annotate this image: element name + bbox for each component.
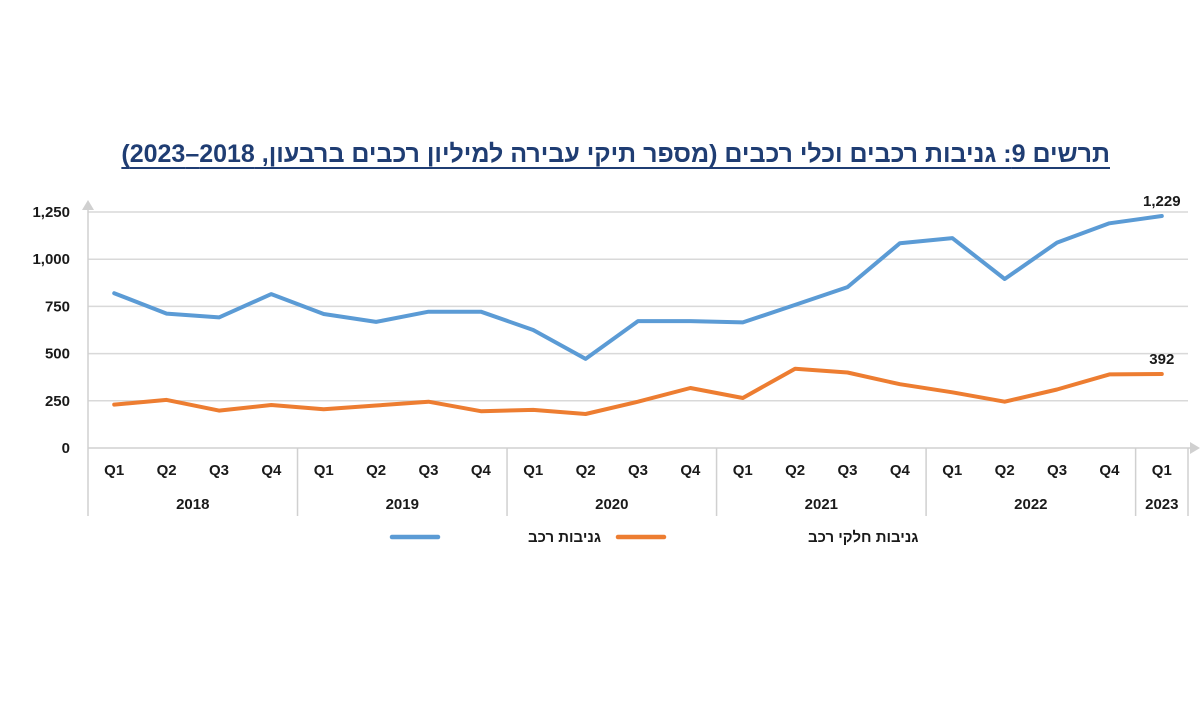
- axes: 0 250 500 750 1,000 1,250 Q1 Q2 Q3 Q4 Q1 Q2 Q3 Q4 Q1 Q2…: [32, 200, 1200, 516]
- x-tick-label: Q3: [209, 462, 229, 479]
- y-tick-label: 0: [62, 440, 70, 457]
- x-tick-label: Q1: [314, 462, 334, 479]
- x-tick-label: Q2: [785, 462, 805, 479]
- data-label: 1,229: [1143, 193, 1181, 210]
- legend-label: גניבות חלקי רכב: [808, 529, 918, 546]
- data-labels: 1,229 392: [1143, 193, 1181, 368]
- x-tick-label: Q3: [418, 462, 438, 479]
- x-tick-label: Q4: [890, 462, 911, 479]
- x-tick-label: Q4: [680, 462, 701, 479]
- x-group-label: 2023: [1145, 496, 1178, 513]
- x-group-label: 2018: [176, 496, 209, 513]
- y-tick-label: 500: [45, 346, 70, 363]
- series-lines: [112, 214, 1164, 416]
- y-tick-label: 1,000: [32, 251, 70, 268]
- x-tick-label: Q1: [104, 462, 124, 479]
- series-line: [112, 366, 1164, 416]
- x-tick-label: Q1: [942, 462, 962, 479]
- x-group-label: 2019: [386, 496, 419, 513]
- x-tick-label: Q2: [366, 462, 386, 479]
- x-tick-label: Q3: [628, 462, 648, 479]
- grid-lines: [88, 211, 1188, 402]
- x-tick-label: Q1: [523, 462, 543, 479]
- x-tick-label: Q4: [1099, 462, 1120, 479]
- y-tick-label: 250: [45, 393, 70, 410]
- x-group-label: 2022: [1014, 496, 1047, 513]
- x-group-label: 2021: [805, 496, 838, 513]
- x-tick-label: Q3: [838, 462, 858, 479]
- legend-label: גניבות רכב: [528, 529, 601, 546]
- x-axis-arrow-icon: [1190, 442, 1200, 454]
- x-tick-label: Q1: [733, 462, 753, 479]
- x-tick-label: Q2: [157, 462, 177, 479]
- x-tick-label: Q1: [1152, 462, 1172, 479]
- legend: גניבות רכב גניבות חלקי רכב: [389, 529, 918, 546]
- x-tick-label: Q2: [576, 462, 596, 479]
- y-tick-label: 1,250: [32, 204, 70, 221]
- data-label: 392: [1149, 351, 1174, 368]
- series-line: [112, 214, 1164, 361]
- x-tick-label: Q4: [261, 462, 282, 479]
- x-tick-label: Q3: [1047, 462, 1067, 479]
- y-axis-arrow-icon: [82, 200, 94, 210]
- x-tick-label: Q2: [995, 462, 1015, 479]
- x-group-label: 2020: [595, 496, 628, 513]
- x-tick-label: Q4: [471, 462, 492, 479]
- chart-title: תרשים 9: גניבות רכבים וכלי רכבים (מספר ת…: [121, 140, 1110, 168]
- y-tick-label: 750: [45, 298, 70, 315]
